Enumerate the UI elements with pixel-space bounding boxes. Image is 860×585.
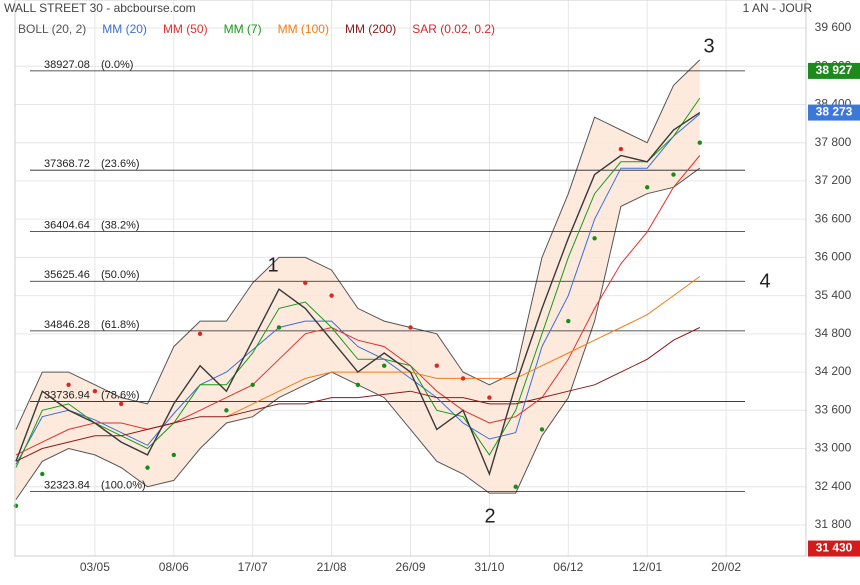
x-tick-label: 26/09 bbox=[395, 560, 425, 574]
sar-dot bbox=[513, 484, 518, 489]
fib-label: (38.2%) bbox=[101, 220, 140, 232]
sar-dot bbox=[145, 465, 150, 470]
sar-dot bbox=[408, 325, 413, 330]
band-upper bbox=[15, 59, 701, 430]
chart-subtitle: 1 AN - JOUR bbox=[743, 1, 813, 15]
fib-label: (78.6%) bbox=[101, 389, 140, 401]
sar-dot bbox=[618, 146, 624, 152]
x-tick-label: 12/01 bbox=[632, 560, 662, 574]
sar-dot bbox=[13, 503, 19, 509]
fib-value: 32323.84 bbox=[44, 480, 90, 492]
y-tick-label: 34 800 bbox=[815, 326, 852, 340]
fib-value: 33736.94 bbox=[44, 389, 90, 401]
price-marker-label: 38 927 bbox=[816, 63, 853, 77]
sar-dot bbox=[329, 293, 334, 298]
moving-average bbox=[15, 113, 701, 465]
moving-average bbox=[15, 327, 701, 462]
x-tick-label: 03/05 bbox=[80, 560, 110, 574]
x-tick-label: 31/10 bbox=[474, 560, 504, 574]
sar-dot bbox=[434, 363, 439, 368]
chart-title: WALL STREET 30 - abcbourse.com bbox=[4, 1, 196, 15]
legend-entry: MM (100) bbox=[278, 22, 329, 36]
sar-dot bbox=[697, 140, 702, 145]
y-tick-label: 37 800 bbox=[815, 135, 852, 149]
y-tick-label: 37 200 bbox=[815, 173, 852, 187]
sar-dot bbox=[382, 363, 387, 368]
fib-label: (61.8%) bbox=[101, 319, 140, 331]
sar-dot bbox=[197, 331, 203, 337]
fib-label: (23.6%) bbox=[101, 158, 140, 170]
y-tick-label: 33 600 bbox=[815, 402, 852, 416]
fib-value: 35625.46 bbox=[44, 269, 90, 281]
sar-dot bbox=[355, 382, 361, 388]
legend-entry: MM (7) bbox=[224, 22, 262, 36]
y-tick-label: 34 200 bbox=[815, 364, 852, 378]
sar-dot bbox=[592, 236, 597, 241]
x-tick-label: 20/02 bbox=[711, 560, 741, 574]
y-tick-label: 36 000 bbox=[815, 250, 852, 264]
y-tick-label: 35 400 bbox=[815, 288, 852, 302]
sar-dot bbox=[566, 318, 571, 324]
sar-dot bbox=[460, 376, 466, 381]
fib-label: (100.0%) bbox=[101, 480, 146, 492]
fib-value: 38927.08 bbox=[44, 59, 90, 71]
moving-average bbox=[15, 155, 701, 456]
sar-dot bbox=[92, 388, 98, 394]
y-tick-label: 31 800 bbox=[815, 517, 852, 531]
legend-entry: MM (200) bbox=[345, 22, 396, 36]
sar-dot bbox=[171, 452, 176, 458]
x-tick-label: 17/07 bbox=[238, 560, 268, 574]
plot-frame bbox=[14, 0, 807, 557]
legend-entry: SAR (0.02, 0.2) bbox=[412, 22, 495, 36]
sar-dot bbox=[224, 408, 229, 413]
sar-dot bbox=[40, 471, 45, 477]
legend-entry: MM (50) bbox=[163, 22, 208, 36]
y-tick-label: 32 400 bbox=[815, 479, 852, 493]
price-line bbox=[15, 112, 701, 477]
sar-dot bbox=[487, 395, 492, 400]
annotation: 4 bbox=[759, 270, 770, 292]
y-tick-label: 39 600 bbox=[815, 20, 852, 34]
legend-entry: BOLL (20, 2) bbox=[18, 22, 86, 36]
price-marker-label: 31 430 bbox=[816, 541, 853, 555]
sar-dot bbox=[671, 172, 676, 177]
sar-dot bbox=[250, 382, 255, 388]
moving-average bbox=[15, 97, 701, 468]
y-tick-label: 36 600 bbox=[815, 211, 852, 225]
sar-dot bbox=[66, 382, 71, 388]
x-tick-label: 21/08 bbox=[317, 560, 347, 574]
fib-label: (50.0%) bbox=[101, 269, 140, 281]
annotation: 2 bbox=[484, 505, 495, 527]
fib-label: (0.0%) bbox=[101, 59, 133, 71]
sar-dot bbox=[119, 401, 124, 407]
price-marker bbox=[808, 540, 860, 557]
legend-entry: MM (20) bbox=[102, 22, 147, 36]
price-marker-label: 38 273 bbox=[816, 105, 853, 119]
fib-value: 36404.64 bbox=[44, 220, 90, 232]
price-marker bbox=[808, 104, 860, 121]
sar-dot bbox=[303, 280, 308, 286]
fib-value: 34846.28 bbox=[44, 319, 90, 331]
annotation: 1 bbox=[267, 254, 278, 276]
sar-dot bbox=[645, 185, 650, 190]
sar-dot bbox=[539, 427, 545, 432]
annotation: 3 bbox=[703, 35, 714, 57]
sar-dot bbox=[276, 325, 282, 330]
x-tick-label: 06/12 bbox=[553, 560, 583, 574]
x-tick-label: 08/06 bbox=[159, 560, 189, 574]
fib-value: 37368.72 bbox=[44, 158, 90, 170]
price-marker bbox=[808, 62, 860, 79]
y-tick-label: 33 000 bbox=[815, 441, 852, 455]
